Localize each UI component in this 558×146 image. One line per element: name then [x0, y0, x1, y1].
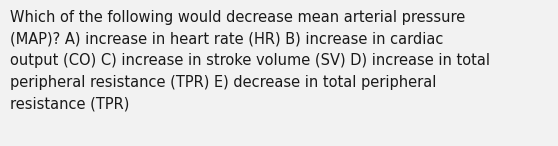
Text: Which of the following would decrease mean arterial pressure
(MAP)? A) increase : Which of the following would decrease me… [10, 10, 490, 112]
